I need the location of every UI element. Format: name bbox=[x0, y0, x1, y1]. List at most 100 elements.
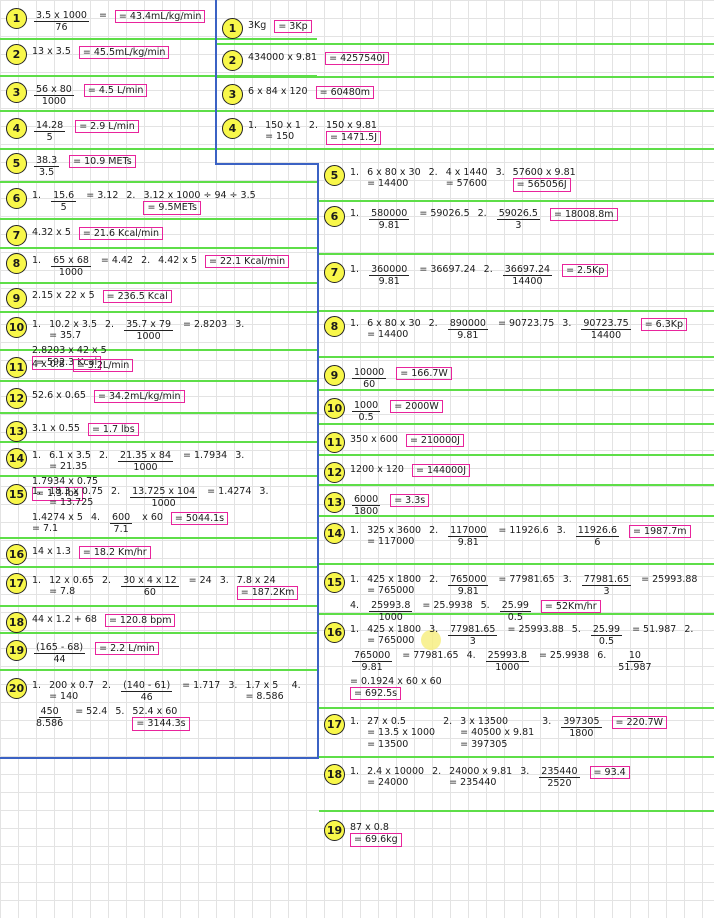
boxed-answer: = 144000J bbox=[412, 464, 470, 477]
work-steps: 2.15 x 22 x 5= 236.5 Kcal bbox=[32, 288, 172, 303]
work-steps: 1.325 x 3600= 1170002.1170009.81= 11926.… bbox=[350, 523, 691, 549]
numerator: 765000 bbox=[352, 650, 392, 662]
expression: 434000 x 9.81 bbox=[248, 52, 317, 63]
problem-number-badge: 6 bbox=[6, 188, 27, 209]
problem-number-badge: 2 bbox=[6, 44, 27, 65]
expression: 4. bbox=[350, 600, 359, 611]
work-step: 24000 x 9.81= 235440 bbox=[449, 766, 512, 789]
problem-8: 81.65 x 681000= 4.422.4.42 x 5= 22.1 Kca… bbox=[6, 253, 289, 279]
expression: 1. bbox=[32, 190, 41, 201]
problem-number-badge: 15 bbox=[324, 572, 345, 593]
boxed-answer: = 2.5Kp bbox=[562, 264, 608, 277]
work-steps: 1.27 x 0.5= 13.5 x 1000= 135002.3 x 1350… bbox=[350, 714, 667, 750]
numerator: 360000 bbox=[369, 264, 409, 276]
denominator: 1000 bbox=[150, 498, 178, 509]
work-steps: 4.32 x 5= 21.6 Kcal/min bbox=[32, 225, 163, 240]
work-steps: 1.65 x 681000= 4.422.4.42 x 5= 22.1 Kcal… bbox=[32, 253, 289, 279]
numerator: 21.35 x 84 bbox=[118, 450, 173, 462]
rule-line bbox=[0, 282, 317, 284]
boxed-answer: = 4257540J bbox=[325, 52, 389, 65]
step-line: 24000 x 9.81 bbox=[449, 766, 512, 777]
rule-line bbox=[319, 310, 714, 312]
rule-line bbox=[0, 181, 317, 183]
problem-number-badge: 19 bbox=[324, 820, 345, 841]
expression: 3. bbox=[557, 525, 566, 536]
expression: = 25.9938 bbox=[422, 600, 472, 611]
denominator: 3 bbox=[601, 586, 611, 597]
work-step: 87 x 0.8= 69.6kg bbox=[350, 822, 402, 847]
numerator: 450 bbox=[39, 706, 61, 718]
numerator: (140 - 61) bbox=[121, 680, 172, 692]
step-line: = 13.725 bbox=[49, 497, 93, 508]
fraction: 3973051800 bbox=[561, 716, 601, 740]
expression: 2. bbox=[478, 208, 487, 219]
step-line: 6.1 x 3.5 bbox=[49, 450, 91, 461]
work-steps: 44 x 1.2 + 68= 120.8 bpm bbox=[32, 612, 175, 627]
boxed-answer: = 1471.5J bbox=[326, 131, 381, 144]
work-step: 425 x 1800= 765000 bbox=[367, 624, 421, 647]
boxed-answer: = 1.7 lbs bbox=[88, 423, 139, 436]
numerator: 117000 bbox=[448, 525, 488, 537]
column-divider-vertical-upper bbox=[215, 0, 217, 163]
denominator: 76 bbox=[53, 22, 69, 33]
denominator: 9.81 bbox=[360, 662, 385, 673]
work-step: 1.7 x 5= 8.586 bbox=[245, 680, 283, 703]
problem-number-badge: 5 bbox=[324, 165, 345, 186]
rule-line bbox=[319, 200, 714, 202]
boxed-answer: = 45.5mL/kg/min bbox=[79, 46, 170, 59]
step-line: = 21.35 bbox=[49, 461, 87, 472]
expression: 2. bbox=[684, 624, 693, 635]
expression: 1. bbox=[32, 486, 41, 497]
work-step: 57600 x 9.81= 565056J bbox=[513, 167, 576, 192]
step-line: = 0.1924 x 60 x 60 bbox=[350, 676, 442, 687]
step-line: = 13500 bbox=[367, 739, 408, 750]
boxed-answer: = 18.2 Km/hr bbox=[79, 546, 151, 559]
work-steps: 4 x 0.8= 3.2L/min bbox=[32, 357, 133, 372]
rule-line bbox=[217, 110, 714, 112]
expression: 3. bbox=[228, 680, 237, 691]
rule-line bbox=[319, 707, 714, 709]
expression: 2. bbox=[126, 190, 135, 201]
problem-number-badge: 4 bbox=[6, 118, 27, 139]
boxed-answer: = 6.3Kp bbox=[641, 318, 687, 331]
problem-16: 161.425 x 1800= 7650003.77981.653= 25993… bbox=[324, 622, 710, 700]
step-line: 3 x 13500 bbox=[460, 716, 508, 727]
boxed-answer: = 21.6 Kcal/min bbox=[79, 227, 163, 240]
boxed-answer: = 69.6kg bbox=[350, 833, 402, 846]
expression: 2. bbox=[429, 525, 438, 536]
expression: 1. bbox=[350, 167, 359, 178]
fraction: 1170009.81 bbox=[448, 525, 488, 549]
rule-line bbox=[0, 412, 317, 414]
expression: = 1.7934 bbox=[183, 450, 227, 461]
rule-line bbox=[0, 669, 317, 671]
problem-9: 92.15 x 22 x 5= 236.5 Kcal bbox=[6, 288, 172, 309]
boxed-answer: = 10.9 METs bbox=[69, 155, 136, 168]
denominator: 2520 bbox=[545, 778, 573, 789]
expression: 5. bbox=[481, 600, 490, 611]
expression: 1. bbox=[350, 264, 359, 275]
rule-line bbox=[319, 253, 714, 255]
problem-18: 181.2.4 x 10000= 240002.24000 x 9.81= 23… bbox=[324, 764, 630, 790]
rule-line bbox=[217, 76, 714, 78]
work-steps: 1.3600009.81= 36697.242.36697.2414400= 2… bbox=[350, 262, 608, 288]
problem-number-badge: 13 bbox=[324, 492, 345, 513]
step-line: = 7.8 bbox=[49, 586, 75, 597]
problem-1: 13Kg= 3Kp bbox=[222, 18, 312, 39]
step-line: = 8.586 bbox=[245, 691, 283, 702]
problem-number-badge: 6 bbox=[324, 206, 345, 227]
step-line: = 40500 x 9.81 bbox=[460, 727, 534, 738]
problem-number-badge: 7 bbox=[6, 225, 27, 246]
work-step: 6.1 x 3.5= 21.35 bbox=[49, 450, 91, 473]
problem-number-badge: 16 bbox=[324, 622, 345, 643]
step-line: 1.7 x 5 bbox=[245, 680, 278, 691]
expression: 1. bbox=[350, 208, 359, 219]
problem-9: 91000060= 166.7W bbox=[324, 365, 452, 391]
expression: 52.6 x 0.65 bbox=[32, 390, 86, 401]
fraction: 3.5 x 100076 bbox=[34, 10, 89, 34]
denominator: 14400 bbox=[589, 330, 623, 341]
problem-13: 133.1 x 0.55= 1.7 lbs bbox=[6, 421, 139, 442]
numerator: 890000 bbox=[448, 318, 488, 330]
expression: 3. bbox=[562, 318, 571, 329]
numerator: 25.99 bbox=[500, 600, 531, 612]
problem-number-badge: 10 bbox=[6, 317, 27, 338]
